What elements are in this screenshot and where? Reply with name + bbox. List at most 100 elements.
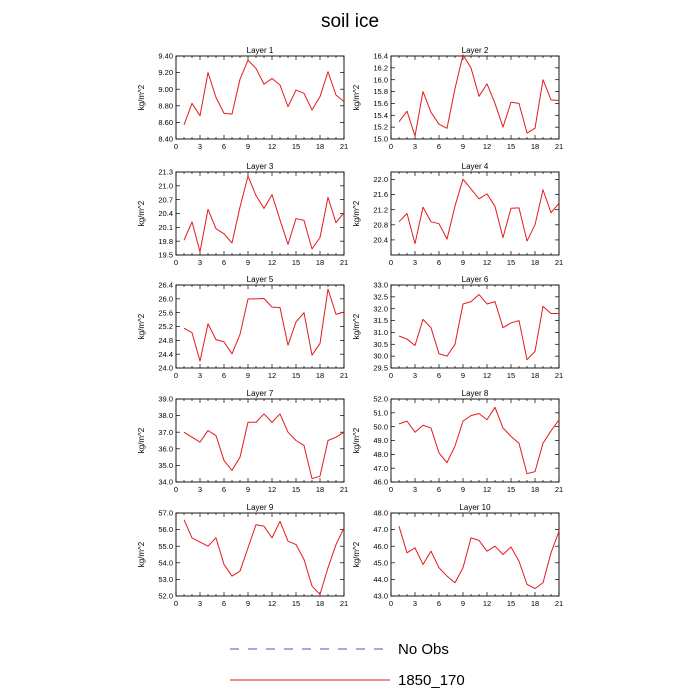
x-tick-label: 9: [246, 599, 250, 608]
plot-frame: [390, 171, 560, 256]
x-tick-label: 18: [531, 142, 539, 151]
y-tick-label: 31.0: [373, 328, 388, 337]
y-tick-label: 38.0: [158, 411, 173, 420]
legend-label-1850-170: 1850_170: [398, 672, 465, 689]
y-tick-label: 9.40: [158, 52, 173, 61]
y-tick-label: 49.0: [373, 436, 388, 445]
plot-frame: [390, 512, 560, 597]
x-tick-label: 3: [198, 142, 202, 151]
x-tick-label: 18: [531, 599, 539, 608]
x-tick-label: 6: [437, 599, 441, 608]
legend-label-no-obs: No Obs: [398, 641, 449, 658]
x-tick-label: 21: [555, 142, 563, 151]
plot-frame: [175, 512, 345, 597]
y-tick-label: 43.0: [373, 592, 388, 601]
panel-layer-6: Layer 6 kg/m^2 0 3 6 9 12 15 18 21 29.5 30.0 30.5 31.…: [352, 275, 563, 380]
plot-frame: [390, 398, 560, 483]
x-tick-label: 6: [437, 142, 441, 151]
y-tick-label: 46.0: [373, 542, 388, 551]
x-tick-label: 21: [555, 485, 563, 494]
x-tick-label: 18: [316, 599, 324, 608]
y-tick-label: 21.2: [373, 205, 388, 214]
y-tick-label: 9.00: [158, 85, 173, 94]
x-tick-label: 12: [483, 371, 491, 380]
x-tick-label: 9: [461, 371, 465, 380]
y-tick-label: 16.2: [373, 63, 388, 72]
x-tick-label: 21: [340, 485, 348, 494]
x-tick-label: 15: [292, 142, 300, 151]
panel-layer-5: Layer 5 kg/m^2 0 3 6 9 12 15 18 21 24.0 24.4 24.8 25.…: [137, 275, 348, 380]
y-tick-label: 24.8: [158, 336, 173, 345]
panel-layer-1: Layer 1 kg/m^2 0 3 6 9 12 15 18 21 8.40 8.60 8.80 9.0…: [137, 46, 348, 151]
x-tick-label: 18: [531, 258, 539, 267]
y-tick-label: 24.4: [158, 350, 173, 359]
x-tick-label: 18: [316, 485, 324, 494]
y-tick-label: 24.0: [158, 364, 173, 373]
panel-title: Layer 4: [462, 162, 489, 171]
y-tick-label: 47.0: [373, 464, 388, 473]
x-tick-label: 12: [268, 142, 276, 151]
x-tick-label: 9: [461, 599, 465, 608]
x-tick-label: 12: [268, 258, 276, 267]
legend: No Obs 1850_170: [230, 641, 465, 689]
x-tick-label: 12: [268, 371, 276, 380]
y-tick-label: 15.8: [373, 87, 388, 96]
x-tick-label: 3: [413, 599, 417, 608]
x-tick-label: 18: [531, 371, 539, 380]
panel-layer-8: Layer 8 kg/m^2 0 3 6 9 12 15 18 21 46.0 47.0 48.0 49.…: [352, 389, 563, 494]
x-tick-label: 21: [555, 371, 563, 380]
y-tick-label: 53.0: [158, 575, 173, 584]
x-tick-label: 21: [340, 142, 348, 151]
panel-title: Layer 9: [247, 503, 274, 512]
y-tick-label: 55.0: [158, 542, 173, 551]
panel-title: Layer 1: [247, 46, 274, 55]
y-tick-label: 52.0: [373, 395, 388, 404]
panel-title: Layer 5: [247, 275, 274, 284]
plot-frame: [175, 398, 345, 483]
x-tick-label: 18: [316, 258, 324, 267]
y-tick-label: 31.5: [373, 316, 388, 325]
x-tick-label: 15: [292, 371, 300, 380]
x-tick-label: 3: [413, 258, 417, 267]
y-tick-label: 15.4: [373, 111, 388, 120]
series-line-1850-170: [183, 59, 345, 126]
y-tick-label: 44.0: [373, 575, 388, 584]
x-tick-label: 9: [461, 485, 465, 494]
y-tick-label: 34.0: [158, 478, 173, 487]
panel-title: Layer 8: [462, 389, 489, 398]
x-tick-label: 21: [555, 258, 563, 267]
x-tick-label: 3: [198, 258, 202, 267]
y-tick-label: 30.5: [373, 340, 388, 349]
y-tick-label: 39.0: [158, 395, 173, 404]
series-line-1850-170: [398, 178, 560, 245]
x-tick-label: 0: [174, 485, 178, 494]
x-tick-label: 0: [389, 485, 393, 494]
x-tick-label: 12: [483, 599, 491, 608]
panel-title: Layer 2: [462, 46, 489, 55]
x-tick-label: 3: [198, 371, 202, 380]
series-line-1850-170: [398, 406, 560, 475]
x-tick-label: 9: [246, 485, 250, 494]
y-tick-label: 25.6: [158, 308, 173, 317]
y-tick-label: 54.0: [158, 558, 173, 567]
y-tick-label: 32.0: [373, 304, 388, 313]
x-tick-label: 0: [389, 142, 393, 151]
y-axis-label: kg/m^2: [352, 84, 361, 110]
y-tick-label: 15.0: [373, 135, 388, 144]
y-tick-label: 56.0: [158, 525, 173, 534]
series-line-1850-170: [398, 293, 559, 361]
y-tick-label: 20.7: [158, 195, 173, 204]
x-tick-label: 12: [268, 485, 276, 494]
y-tick-label: 29.5: [373, 364, 388, 373]
x-tick-label: 0: [174, 142, 178, 151]
y-tick-label: 52.0: [158, 592, 173, 601]
x-tick-label: 3: [413, 485, 417, 494]
x-tick-label: 0: [174, 599, 178, 608]
y-tick-label: 19.5: [158, 251, 173, 260]
x-tick-label: 15: [292, 258, 300, 267]
x-tick-label: 0: [389, 371, 393, 380]
y-tick-label: 20.4: [158, 209, 173, 218]
x-tick-label: 15: [507, 485, 515, 494]
y-tick-label: 33.0: [373, 281, 388, 290]
